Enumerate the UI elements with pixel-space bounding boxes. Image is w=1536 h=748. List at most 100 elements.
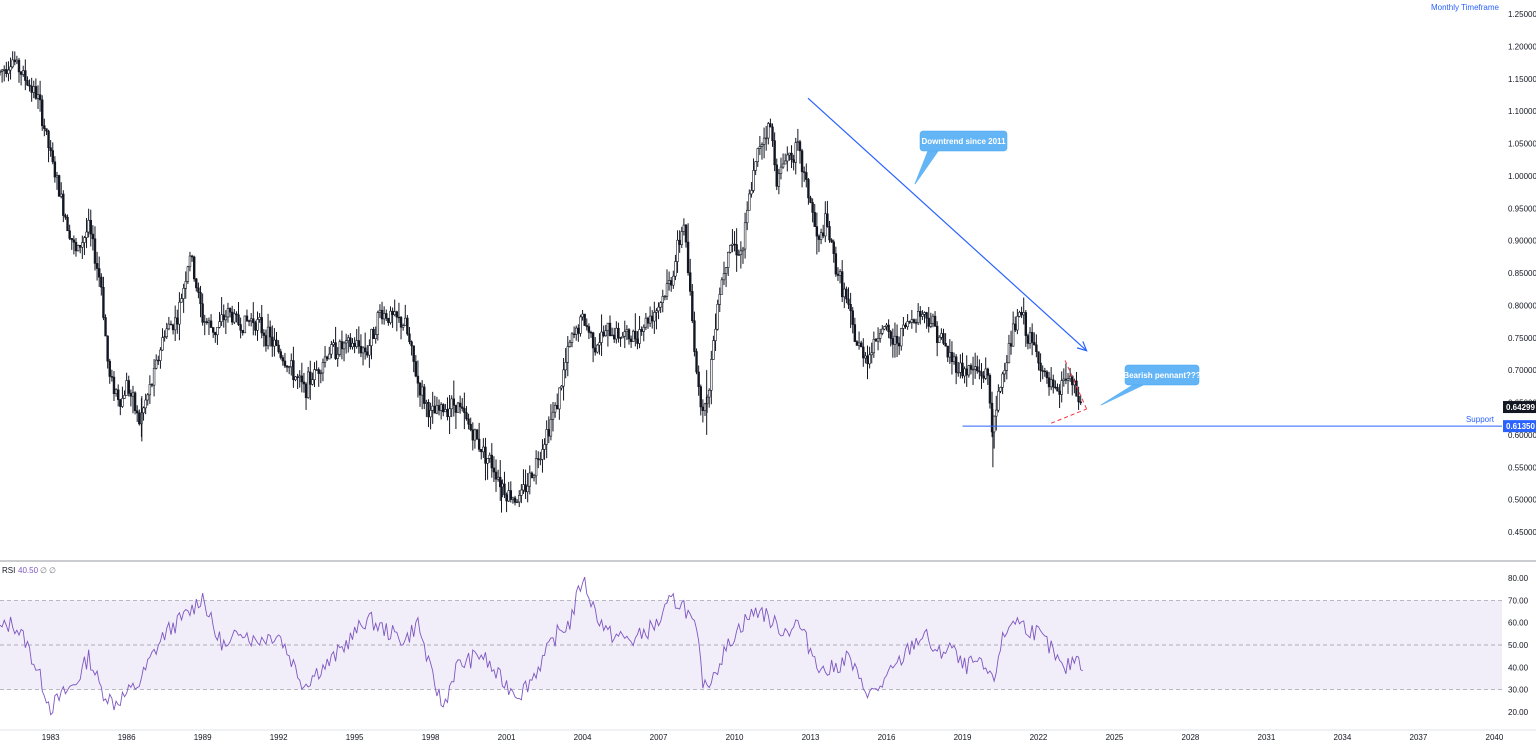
candle-body xyxy=(629,338,633,342)
candle-body xyxy=(853,324,857,342)
price-tick-label: 1.00000 xyxy=(1508,172,1536,181)
candle-body xyxy=(334,342,337,359)
candle-body xyxy=(537,458,540,460)
price-tick-label: 0.90000 xyxy=(1508,237,1536,246)
candle-body xyxy=(385,313,388,319)
candle-body xyxy=(490,454,494,469)
price-tick-label: 1.15000 xyxy=(1508,75,1536,84)
candle-body xyxy=(627,329,631,340)
candle-body xyxy=(1018,312,1021,317)
candle-body xyxy=(368,345,371,356)
candle-body xyxy=(264,335,268,347)
candle-body xyxy=(522,484,525,491)
candle-body xyxy=(197,287,200,293)
candle-body xyxy=(830,239,833,243)
candle-body xyxy=(117,389,120,400)
candle-body xyxy=(26,80,29,86)
rsi-legend[interactable]: RSI 40.50 ∅ ∅ xyxy=(2,566,56,575)
candle-body xyxy=(558,387,561,410)
candle-body xyxy=(598,342,601,346)
candle-body xyxy=(526,485,529,493)
candle-body xyxy=(325,356,329,360)
candle-body xyxy=(834,253,838,275)
candle-body xyxy=(697,371,700,387)
candle-body xyxy=(933,315,937,327)
candle-body xyxy=(456,402,460,413)
candle-body xyxy=(798,141,802,152)
candle-body xyxy=(634,330,637,340)
candle-body xyxy=(1066,378,1070,381)
candle-body xyxy=(577,327,580,334)
candle-body xyxy=(235,313,238,316)
time-tick-label: 2010 xyxy=(726,733,744,742)
candle-body xyxy=(575,327,578,335)
candle-body xyxy=(919,311,922,317)
candle-body xyxy=(182,287,185,299)
candle-body xyxy=(239,324,242,331)
candle-body xyxy=(3,69,6,71)
candle-body xyxy=(891,338,895,345)
candle-body xyxy=(319,372,323,375)
candle-body xyxy=(739,250,743,255)
candle-body xyxy=(416,375,420,384)
price-axis[interactable]: 1.25000 1.20000 1.15000 1.10000 1.05000 1.000… xyxy=(1508,10,1536,537)
candle-body xyxy=(287,366,291,368)
time-tick-label: 1989 xyxy=(194,733,212,742)
candle-body xyxy=(562,369,565,387)
candle-body xyxy=(298,375,301,378)
candle-body xyxy=(104,317,107,337)
time-tick-label: 2022 xyxy=(1030,733,1048,742)
candle-body xyxy=(503,483,506,496)
candle-body xyxy=(916,311,920,323)
candle-body xyxy=(338,341,342,355)
candle-body xyxy=(178,301,181,325)
candle-body xyxy=(950,352,954,363)
candle-body xyxy=(0,70,2,73)
candle-body xyxy=(374,334,377,339)
candle-body xyxy=(604,330,607,337)
candle-body xyxy=(887,324,890,332)
candle-body xyxy=(306,371,310,399)
candle-body xyxy=(1030,332,1034,343)
candle-body xyxy=(355,340,358,347)
candle-body xyxy=(809,197,812,203)
candle-body xyxy=(429,410,432,418)
candle-body xyxy=(746,210,749,224)
candle-body xyxy=(703,403,707,411)
candle-body xyxy=(672,275,675,286)
candle-body xyxy=(110,376,114,378)
candle-body xyxy=(528,472,531,487)
rsi-tick-label: 40.00 xyxy=(1508,663,1529,672)
candle-body xyxy=(961,362,964,377)
candle-body xyxy=(691,291,694,322)
candle-body xyxy=(76,244,80,252)
candle-body xyxy=(448,408,451,417)
price-tick-label: 0.95000 xyxy=(1508,204,1536,213)
candle-body xyxy=(376,312,380,335)
rsi-axis[interactable]: 80.00 70.00 60.00 50.00 40.00 30.00 20.00 xyxy=(1508,574,1529,717)
support-price-tag-text: 0.61350 xyxy=(1506,422,1535,431)
candle-body xyxy=(805,172,808,180)
candle-body xyxy=(245,315,249,322)
time-tick-label: 2016 xyxy=(878,733,896,742)
candle-body xyxy=(313,369,316,380)
candle-body xyxy=(731,243,734,246)
candle-body xyxy=(199,292,202,305)
candle-body xyxy=(714,328,717,341)
candle-body xyxy=(872,338,876,354)
candle-body xyxy=(921,314,924,317)
rsi-tick-label: 50.00 xyxy=(1508,641,1529,650)
candle-body xyxy=(712,340,715,360)
candle-body xyxy=(821,232,825,237)
candle-body xyxy=(349,337,352,348)
time-axis[interactable]: 1983 1986 1989 1992 1995 1998 2001 2004 2007 2010… xyxy=(0,729,1536,742)
candle-body xyxy=(211,327,215,333)
rsi-tick-label: 60.00 xyxy=(1508,619,1529,628)
candle-body xyxy=(366,351,369,356)
candle-body xyxy=(1001,373,1004,388)
candle-body xyxy=(91,233,95,240)
candle-body xyxy=(929,323,933,327)
price-tick-label: 0.55000 xyxy=(1508,463,1536,472)
